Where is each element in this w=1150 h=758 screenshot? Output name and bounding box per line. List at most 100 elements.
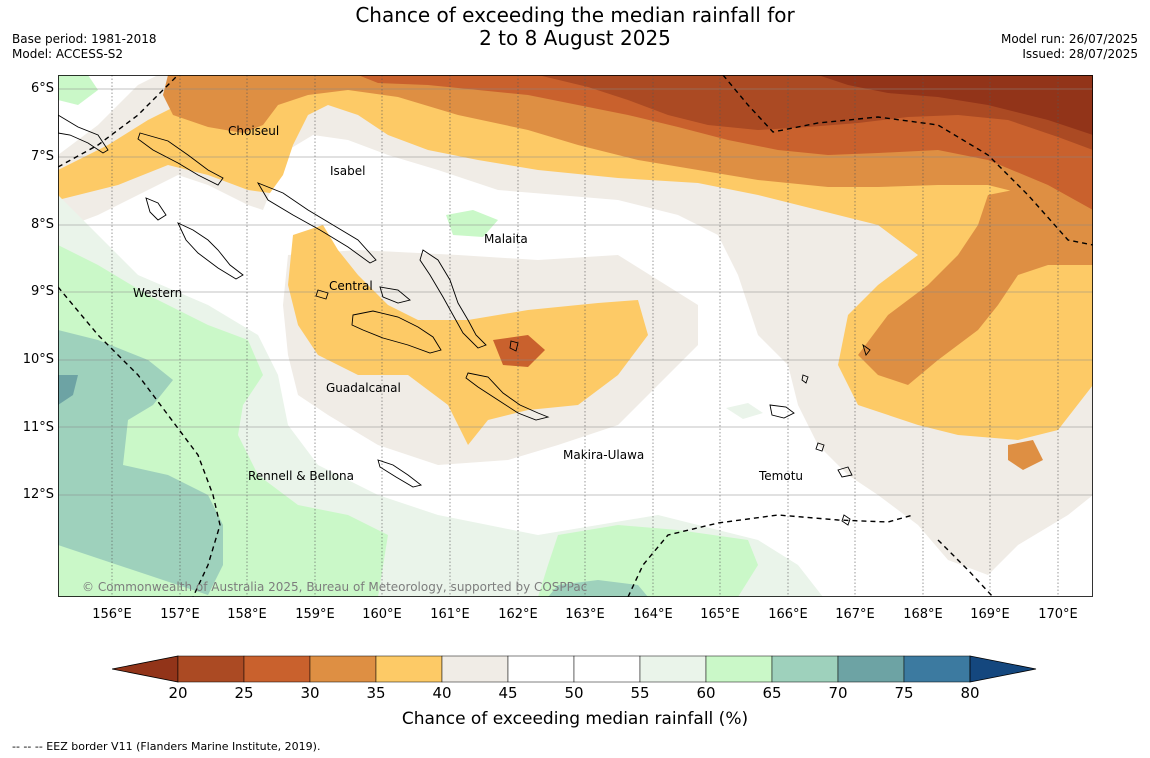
island-guadalcanal (351, 310, 442, 354)
lon-label: 166°E (768, 607, 808, 622)
colorbar-tick-label: 30 (300, 684, 320, 702)
lon-label: 162°E (498, 607, 538, 622)
island-small-4 (862, 343, 871, 356)
colorbar-tick-label: 35 (366, 684, 386, 702)
contour-25-30-spot2 (1008, 440, 1043, 470)
island-small-5 (315, 289, 329, 300)
gridlines (111, 75, 1059, 597)
colorbar-segment (243, 655, 311, 683)
map-frame (58, 75, 1093, 597)
lat-label: 7°S (30, 149, 54, 164)
colorbar-tick-label: 20 (168, 684, 188, 702)
island-isabel (256, 182, 377, 264)
lon-label: 167°E (835, 607, 875, 622)
colorbar-tick-label: 25 (234, 684, 254, 702)
label-makira-ulawa: Makira-Ulawa (563, 448, 645, 462)
issued-date: Issued: 28/07/2025 (1022, 47, 1138, 61)
island-makira (465, 372, 550, 421)
meta-right: Model run: 26/07/2025 Issued: 28/07/2025 (1001, 32, 1138, 62)
colorbar-tick-label: 55 (630, 684, 650, 702)
lon-label: 169°E (970, 607, 1010, 622)
island-santacruz (769, 404, 795, 419)
island-choiseul (137, 132, 224, 186)
title-line-1: Chance of exceeding the median rainfall … (355, 3, 795, 27)
lon-label: 165°E (700, 607, 740, 622)
island-outlines (58, 114, 871, 526)
island-small-1 (841, 514, 851, 526)
colorbar-segment (441, 655, 509, 683)
label-guadalcanal: Guadalcanal (326, 381, 401, 395)
colorbar-tick-label: 75 (894, 684, 914, 702)
colorbar-segment (903, 655, 971, 683)
colorbar-tick-label: 45 (498, 684, 518, 702)
colorbar-under-arrow (112, 655, 179, 683)
colorbar-segment (177, 655, 245, 683)
lat-label: 6°S (30, 81, 54, 96)
lon-label: 159°E (295, 607, 335, 622)
lon-label: 163°E (565, 607, 605, 622)
colorbar-segment (309, 655, 377, 683)
colorbar-tick-label: 40 (432, 684, 452, 702)
contour-60-65-top (58, 75, 98, 105)
colorbar-segment (639, 655, 707, 683)
contour-60-65-south (538, 525, 758, 597)
lat-label: 8°S (30, 217, 54, 232)
contour-70-75 (58, 375, 78, 405)
model-run: Model run: 26/07/2025 (1000, 32, 1138, 46)
contour-60-65-small2 (726, 403, 763, 419)
contour-65-70 (58, 330, 223, 595)
label-temotu: Temotu (759, 469, 804, 483)
contour-below-20 (818, 75, 1093, 135)
colorbar-tick-label: 50 (564, 684, 584, 702)
colorbar-segment (771, 655, 839, 683)
label-central: Central (329, 279, 373, 293)
colorbar (112, 655, 1037, 683)
contour-30-35-east (858, 185, 1093, 385)
island-small-7 (801, 374, 809, 384)
copyright-notice: © Commonwealth of Australia 2025, Bureau… (82, 580, 588, 594)
meta-left: Base period: 1981-2018 Model: ACCESS-S2 (12, 32, 157, 62)
colorbar-segment (573, 655, 641, 683)
model-name: Model: ACCESS-S2 (12, 47, 124, 61)
contour-65-70-south (548, 580, 648, 597)
island-small-6 (509, 340, 519, 352)
label-western: Western (133, 286, 183, 300)
lon-label: 168°E (903, 607, 943, 622)
contour-25-30-spot (493, 335, 545, 367)
colorbar-tick-label: 80 (960, 684, 980, 702)
lon-label: 157°E (160, 607, 200, 622)
contour-60-65-small (446, 210, 498, 237)
lon-label: 156°E (92, 607, 132, 622)
label-rennell-bellona: Rennell & Bellona (248, 469, 355, 483)
island-small-3 (815, 442, 825, 452)
lat-label: 9°S (30, 284, 54, 299)
eez-footnote: -- -- -- EEZ border V11 (Flanders Marine… (12, 740, 321, 753)
colorbar-segment (375, 655, 443, 683)
colorbar-tick-label: 70 (828, 684, 848, 702)
lon-label: 164°E (633, 607, 673, 622)
colorbar-title: Chance of exceeding median rainfall (%) (401, 709, 749, 729)
colorbar-tick-label: 65 (762, 684, 782, 702)
island-newgeorgia (177, 222, 244, 280)
colorbar-segment (507, 655, 575, 683)
lat-label: 10°S (22, 352, 54, 367)
colorbar-tick-label: 60 (696, 684, 716, 702)
lat-label: 12°S (22, 487, 54, 502)
label-isabel: Isabel (330, 164, 366, 178)
title-line-2: 2 to 8 August 2025 (479, 26, 671, 50)
label-choiseul: Choiseul (228, 124, 280, 138)
lon-label: 158°E (227, 607, 267, 622)
lon-label: 170°E (1038, 607, 1078, 622)
island-bougainville (58, 114, 109, 154)
colorbar-segment (837, 655, 905, 683)
lon-label: 160°E (362, 607, 402, 622)
lat-label: 11°S (22, 420, 54, 435)
eez-border (58, 75, 1093, 597)
island-small-2 (837, 466, 853, 478)
island-vella (145, 197, 167, 221)
lon-label: 161°E (430, 607, 470, 622)
map-title: Chance of exceeding the median rainfall … (0, 4, 1150, 50)
contour-35-40-central (288, 225, 648, 445)
base-period: Base period: 1981-2018 (12, 32, 157, 46)
colorbar-segment (705, 655, 773, 683)
